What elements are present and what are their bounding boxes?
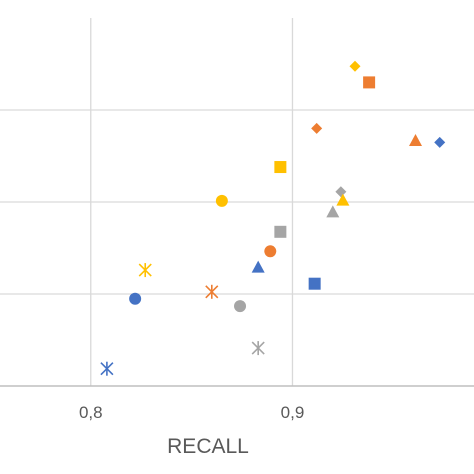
- point-orange-square: [363, 76, 376, 89]
- point-yellow-diamond: [349, 60, 361, 72]
- point-blue-diamond: [434, 136, 446, 148]
- x-tick-labels: 0,8 0,9: [79, 403, 304, 422]
- point-blue-triangle: [251, 260, 265, 273]
- x-tick-label: 0,8: [79, 403, 103, 422]
- x-tick-label: 0,9: [281, 403, 305, 422]
- x-axis-title: RECALL: [167, 435, 249, 458]
- point-yellow-circle: [215, 194, 228, 207]
- point-yellow-star: [138, 263, 152, 278]
- point-orange-star: [205, 284, 219, 299]
- point-blue-star: [100, 361, 114, 376]
- point-blue-square: [308, 277, 321, 290]
- point-orange-triangle: [409, 134, 423, 147]
- point-yellow-square: [274, 161, 287, 174]
- gridlines: [0, 18, 474, 386]
- point-gray-triangle: [326, 205, 340, 218]
- point-blue-circle: [129, 292, 142, 305]
- point-gray-star: [251, 341, 265, 356]
- point-gray-square: [274, 225, 287, 238]
- point-gray-circle: [234, 300, 247, 313]
- data-points: [100, 60, 446, 376]
- point-yellow-triangle: [336, 193, 350, 206]
- point-gray-diamond: [335, 186, 347, 198]
- point-orange-diamond: [311, 122, 323, 134]
- point-orange-circle: [264, 245, 277, 258]
